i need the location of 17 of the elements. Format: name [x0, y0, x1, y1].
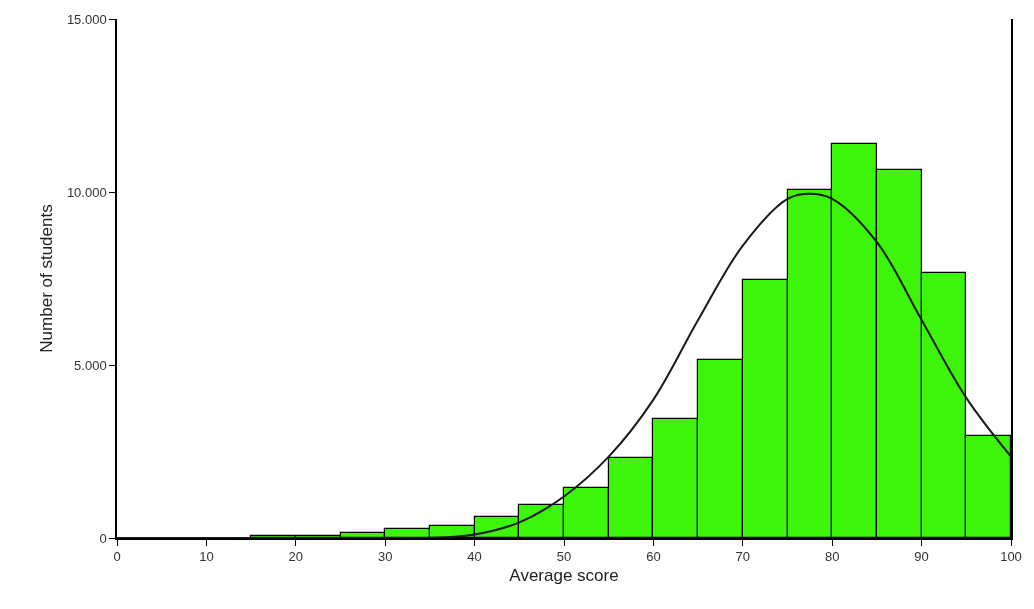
x-tick-label: 50: [556, 549, 572, 565]
x-axis-title: Average score: [509, 566, 619, 586]
y-tick-label: 5.000: [74, 357, 107, 373]
x-tick-label: 80: [824, 549, 840, 565]
x-tick-label: 100: [1000, 549, 1022, 565]
y-tick-label: 10.000: [66, 184, 107, 200]
x-tick-label: 70: [735, 549, 751, 565]
x-tick-label: 60: [646, 549, 661, 565]
x-tick-label: 20: [288, 549, 304, 565]
x-tick-label: 0: [113, 549, 121, 565]
y-tick-label: 15.000: [66, 11, 107, 27]
x-tick-label: 30: [377, 549, 393, 565]
y-axis-title: Number of students: [36, 204, 56, 353]
x-tick-label: 90: [914, 549, 929, 565]
x-tick-label: 10: [199, 549, 214, 565]
y-tick-label: 0: [99, 530, 107, 546]
x-tick-label: 40: [467, 549, 482, 565]
